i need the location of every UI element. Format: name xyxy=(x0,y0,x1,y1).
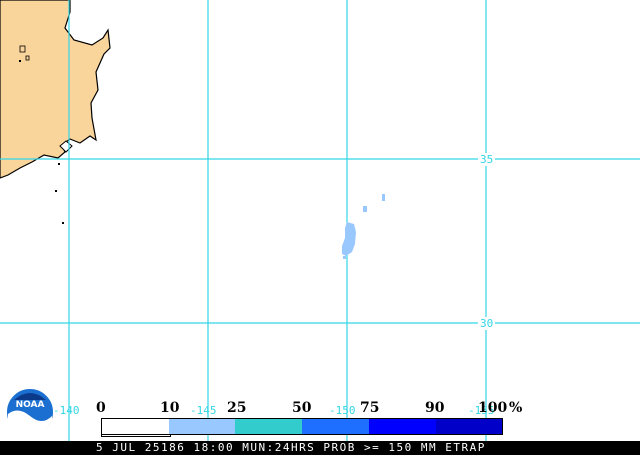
legend-label-0: 0 xyxy=(96,400,106,416)
legend-label-90: 90 xyxy=(425,400,445,416)
noaa-logo-wave xyxy=(8,410,52,436)
precip-blob xyxy=(343,256,346,259)
legend-swatch-10-25 xyxy=(169,418,235,435)
lat-label-35: 35 xyxy=(478,153,496,166)
island xyxy=(55,190,57,192)
legend-label-25: 25 xyxy=(227,400,247,416)
precip-blob xyxy=(363,206,367,212)
noaa-logo-bird xyxy=(14,393,46,400)
lon-label-155: -155 xyxy=(468,404,495,417)
legend-swatch-25-50 xyxy=(235,418,302,435)
precip-blob xyxy=(382,194,385,201)
noaa-logo: NOAA xyxy=(5,387,55,437)
legend-swatch-50-75 xyxy=(302,418,369,435)
precip-blob-main xyxy=(342,222,356,256)
lon-label-150: -150 xyxy=(329,404,356,417)
status-bar xyxy=(0,441,640,455)
legend-label-75: 75 xyxy=(360,400,380,416)
grid-lines xyxy=(0,0,640,441)
precip-areas xyxy=(342,194,385,259)
island xyxy=(58,163,60,165)
lon-label-140: -140 xyxy=(53,404,80,417)
lon-label-145: -145 xyxy=(190,404,217,417)
island xyxy=(19,60,21,62)
legend-label-100: 100 xyxy=(478,400,508,416)
island xyxy=(25,55,30,61)
noaa-logo-text: NOAA xyxy=(16,400,45,410)
legend-unit: % xyxy=(509,400,523,416)
island xyxy=(62,222,64,224)
lat-label-30: 30 xyxy=(478,317,496,330)
land-japan xyxy=(0,0,111,179)
island xyxy=(19,45,26,53)
legend-label-10: 10 xyxy=(160,400,180,416)
status-text: 5 JUL 25186 18:00 MUN:24HRS PROB >= 150 … xyxy=(96,441,486,454)
legend-frame xyxy=(101,418,503,435)
legend-swatch-90-100 xyxy=(436,418,503,435)
legend-label-50: 50 xyxy=(292,400,312,416)
legend-swatch-75-90 xyxy=(369,418,436,435)
